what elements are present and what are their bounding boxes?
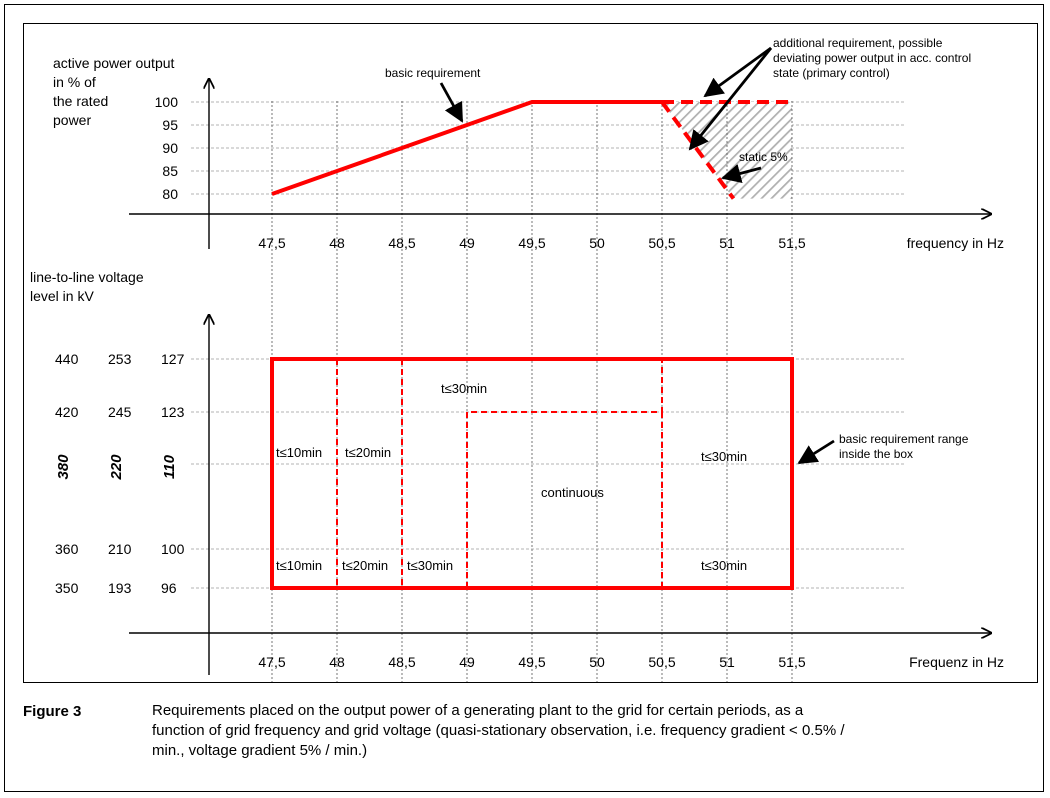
region-t10min-upper: t≤10min [276,445,322,460]
top-xtick-label-1: 48 [329,235,345,251]
bottom-ylabel-line-0: line-to-line voltage [30,269,144,285]
region-t30min-lower-right: t≤30min [701,558,747,573]
voltage-level-4-2: 96 [161,580,177,596]
top-ylabel-line-1: in % of [53,74,96,90]
bottom-xtick-label-3: 49 [459,654,475,670]
bottom-xtick-label-1: 48 [329,654,345,670]
arrow-static [721,164,762,183]
region-t20min-upper: t≤20min [345,445,391,460]
arrow-range [797,439,835,465]
top-ytick-label-4: 100 [155,94,179,110]
voltage-level-1-0: 420 [55,404,79,420]
top-ytick-label-2: 90 [162,140,178,156]
voltage-level-0-0: 440 [55,351,79,367]
top-ylabel-line-3: power [53,112,91,128]
voltage-level-0-1: 253 [108,351,132,367]
arrow-additional-1 [703,46,772,98]
voltage-level-4-0: 350 [55,580,79,596]
bottom-xtick-label-2: 48,5 [388,654,415,670]
voltage-level-4-1: 193 [108,580,132,596]
top-ylabel-line-0: active power output [53,55,175,71]
caption-text: Requirements placed on the output power … [152,702,845,759]
voltage-level-1-1: 245 [108,404,132,420]
bottom-annotation-range-line-1: inside the box [839,447,913,461]
top-ytick-label-0: 80 [162,186,178,202]
bottom-xtick-label-6: 50,5 [648,654,675,670]
voltage-level-3-2: 100 [161,541,185,557]
region-continuous: continuous [541,485,604,500]
bottom-xtick-label-5: 50 [589,654,605,670]
region-t30min-top: t≤30min [441,381,487,396]
bottom-xtick-label-4: 49,5 [518,654,545,670]
top-xtick-label-5: 50 [589,235,605,251]
top-annotation-additional-line-0: additional requirement, possible [773,36,943,50]
voltage-level-2-1: 220 [108,454,125,481]
caption-label: Figure 3 [23,703,82,720]
top-ylabel-line-2: the rated [53,93,108,109]
top-annotation-basic-line-0: basic requirement [385,66,481,80]
voltage-level-3-1: 210 [108,541,132,557]
top-xtick-label-7: 51 [719,235,735,251]
region-t20min-lower: t≤20min [342,558,388,573]
boundary-continuous-top [466,359,663,588]
top-xtick-label-0: 47,5 [258,235,285,251]
bottom-xtick-label-8: 51,5 [778,654,805,670]
region-t10min-lower: t≤10min [276,558,322,573]
top-ytick-label-1: 85 [162,163,178,179]
voltage-level-1-2: 123 [161,404,185,420]
top-xtick-label-6: 50,5 [648,235,675,251]
bottom-ylabel-line-1: level in kV [30,288,94,304]
top-xlabel: frequency in Hz [907,235,1004,251]
arrow-basic [439,82,464,123]
chart-svg: 80 85 90 95 100 47,5 48 48,5 49 49,5 50 50,5 51 51,5 a… [30,36,1004,682]
top-annotation-static-line-0: static 5% [739,150,788,164]
top-annotation-additional-line-2: state (primary control) [773,66,890,80]
top-xtick-label-4: 49,5 [518,235,545,251]
top-series-0 [271,100,662,196]
top-xtick-label-8: 51,5 [778,235,805,251]
voltage-level-3-0: 360 [55,541,79,557]
top-xtick-label-2: 48,5 [388,235,415,251]
arrow-additional-2 [688,47,773,151]
top-xtick-label-3: 49 [459,235,475,251]
region-t30min-lower-mid: t≤30min [407,558,453,573]
region-t30min-right: t≤30min [701,449,747,464]
figure-frame: 80 85 90 95 100 47,5 48 48,5 49 49,5 50 50,5 51 51,5 a… [4,4,1044,792]
bottom-annotation-range-line-0: basic requirement range [839,432,969,446]
bottom-xlabel: Frequenz in Hz [909,654,1004,670]
bottom-xtick-label-7: 51 [719,654,735,670]
voltage-level-2-2: 110 [161,454,178,479]
top-ytick-label-3: 95 [162,117,178,133]
voltage-level-0-2: 127 [161,351,185,367]
top-annotation-additional-line-1: deviating power output in acc. control [773,51,971,65]
requirement-box [270,357,794,590]
chart-frame: 80 85 90 95 100 47,5 48 48,5 49 49,5 50 50,5 51 51,5 a… [23,23,1038,683]
bottom-xtick-label-0: 47,5 [258,654,285,670]
voltage-level-2-0: 380 [55,454,72,480]
